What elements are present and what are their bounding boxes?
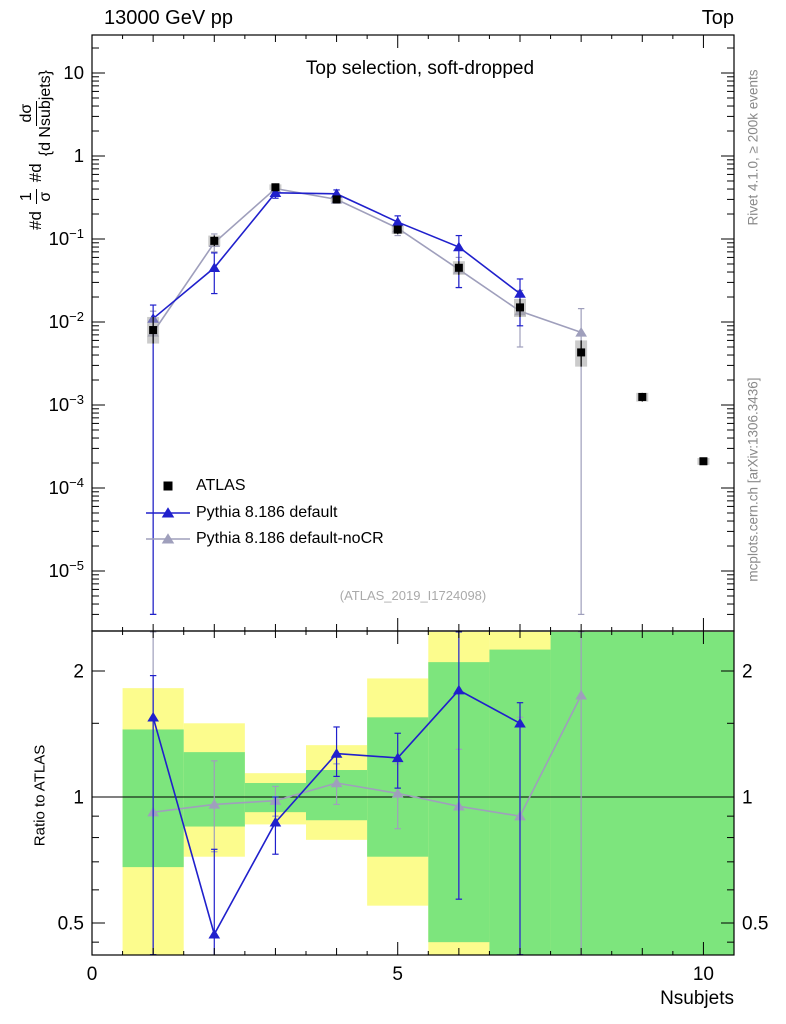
svg-text:10−5: 10−5 <box>49 558 84 581</box>
ylabel-frac2-den: {d Nsubjets} <box>36 69 54 157</box>
svg-text:10−1: 10−1 <box>49 226 84 249</box>
ylabel-frac2-num: dσ <box>17 100 37 126</box>
axis-ticks <box>91 35 734 955</box>
top-panel-frame <box>91 34 735 632</box>
green-band <box>550 631 734 955</box>
svg-text:1: 1 <box>73 788 84 809</box>
axis-tick-labels: 10 1 10−1 10−2 10−3 10−4 10−5 2 2 1 1 0.5 0.5 0 5 10 <box>49 62 769 985</box>
svg-text:10−4: 10−4 <box>49 475 84 498</box>
x-axis-label: Nsubjets <box>660 988 734 1009</box>
svg-text:0.5: 0.5 <box>58 914 84 935</box>
series-top-pythia-default <box>147 187 526 615</box>
svg-text:0: 0 <box>87 964 98 985</box>
ylabel-prefix2: #d <box>26 163 45 183</box>
legend-marker-0 <box>163 481 173 491</box>
legend-marker-1 <box>146 507 190 518</box>
rivet-version-label: Rivet 4.1.0, ≥ 200k events <box>745 69 761 226</box>
svg-text:1: 1 <box>74 145 84 166</box>
svg-text:1: 1 <box>742 788 753 809</box>
ylabel-frac1-num: 1 <box>17 189 37 205</box>
svg-text:2: 2 <box>73 662 84 683</box>
process-label: Top <box>701 7 734 29</box>
legend-item-pythia-default: Pythia 8.186 default <box>196 504 338 521</box>
beam-energy-label: 13000 GeV pp <box>104 7 233 29</box>
ylabel-frac1-den: σ <box>36 191 54 202</box>
analysis-id-watermark: (ATLAS_2019_I1724098) <box>339 588 487 603</box>
ylabel-fraction-2: dσ {d Nsubjets} <box>17 69 54 157</box>
legend-marker-2 <box>146 533 190 544</box>
legend-item-atlas: ATLAS <box>196 477 246 494</box>
mcplots-reference-label: mcplots.cern.ch [arXiv:1306.3436] <box>745 377 761 582</box>
svg-text:5: 5 <box>392 964 403 985</box>
series-top-atlas <box>147 183 710 466</box>
ratio-panel-frame <box>91 630 735 956</box>
ratio-axis-label: Ratio to ATLAS <box>31 744 49 847</box>
svg-text:10: 10 <box>693 964 714 985</box>
plot-title: Top selection, soft-dropped <box>305 58 535 79</box>
svg-text:2: 2 <box>742 662 753 683</box>
ylabel-fraction-1: 1 σ <box>17 189 54 205</box>
legend-item-pythia-nocr: Pythia 8.186 default-noCR <box>196 530 384 547</box>
svg-text:10: 10 <box>63 62 84 83</box>
series-top-pythia-nocr <box>147 183 587 615</box>
svg-text:0.5: 0.5 <box>742 914 768 935</box>
ylabel-prefix1: #d <box>26 211 45 231</box>
svg-text:10−3: 10−3 <box>49 392 84 415</box>
svg-text:10−2: 10−2 <box>49 309 84 332</box>
y-axis-label: #d 1 σ #d dσ {d Nsubjets} <box>13 30 59 270</box>
